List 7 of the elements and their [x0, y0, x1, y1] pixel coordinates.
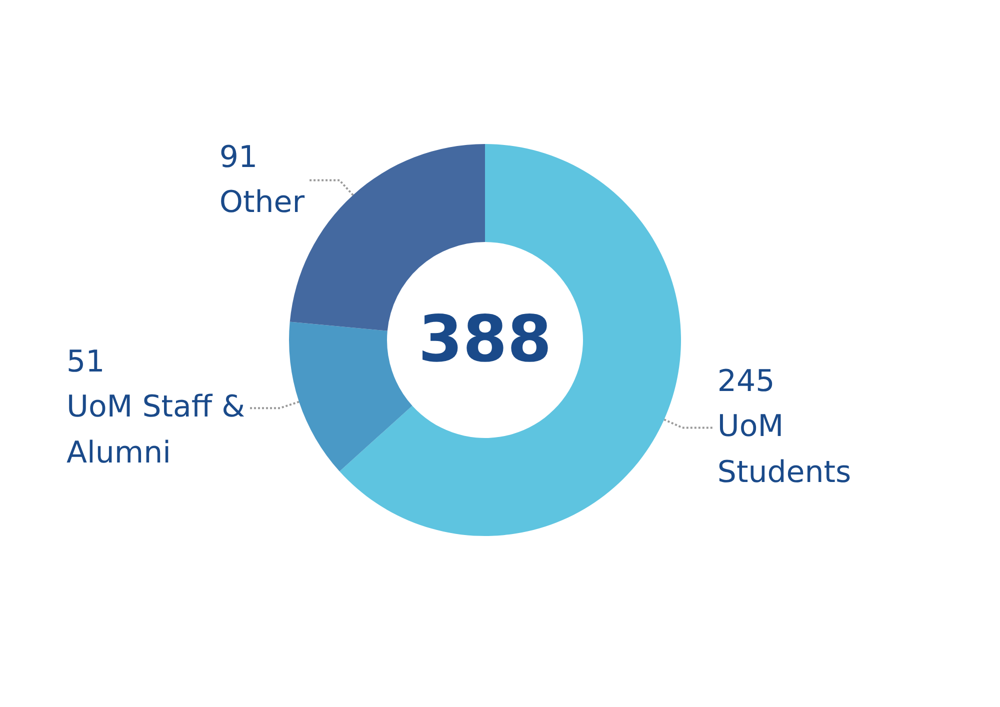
slice-label: Other: [219, 184, 306, 220]
data-label: 245: [717, 364, 775, 400]
slice-label: UoM Students: [717, 409, 852, 490]
data-label: 91: [219, 140, 258, 175]
slice-label: UoM Staff & Alumni: [66, 390, 246, 471]
data-label: 51: [66, 344, 105, 380]
text: 388: [418, 303, 552, 377]
